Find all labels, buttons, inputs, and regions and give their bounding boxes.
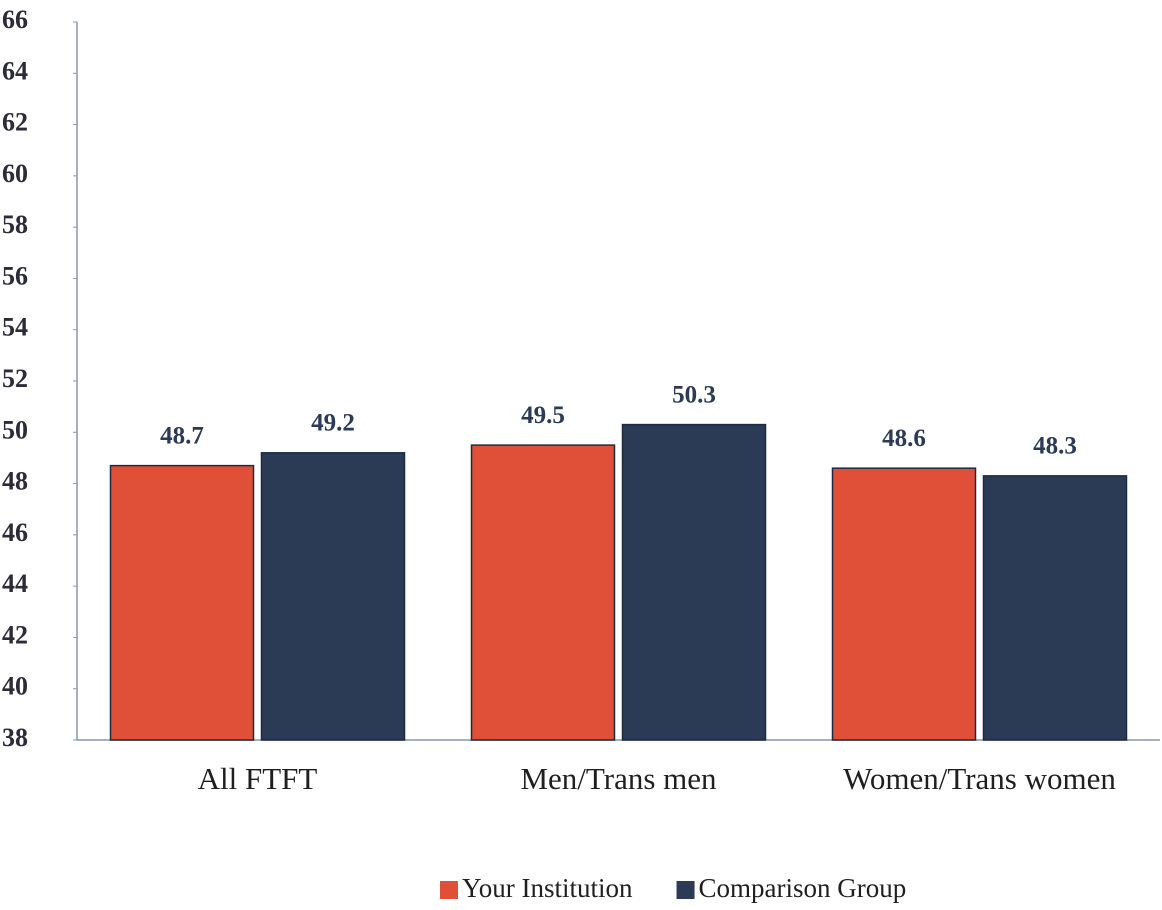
value-label: 49.5 — [521, 402, 565, 429]
y-tick-label: 52 — [2, 364, 28, 393]
x-tick-label: All FTFT — [198, 761, 318, 796]
value-label: 49.2 — [311, 410, 355, 437]
y-tick-label: 64 — [2, 56, 28, 85]
y-tick-label: 40 — [2, 672, 28, 701]
y-tick-label: 48 — [2, 467, 28, 496]
y-tick-label: 38 — [2, 723, 28, 752]
bar — [260, 452, 406, 741]
legend-swatch — [440, 881, 458, 899]
y-tick-label: 42 — [2, 620, 28, 649]
bar — [982, 475, 1128, 741]
y-tick-label: 66 — [2, 5, 28, 34]
value-label: 48.7 — [160, 422, 204, 449]
x-tick-label: Women/Trans women — [843, 761, 1116, 796]
legend-label: Your Institution — [462, 873, 633, 903]
value-label: 48.3 — [1033, 433, 1077, 460]
y-tick-label: 62 — [2, 108, 28, 137]
y-tick-label: 60 — [2, 159, 28, 188]
y-tick-label: 50 — [2, 415, 28, 444]
bar — [831, 467, 977, 741]
bar — [621, 423, 767, 741]
bar — [470, 444, 616, 741]
legend-swatch — [676, 881, 695, 899]
legend-label: Comparison Group — [699, 873, 907, 903]
x-tick-label: Men/Trans men — [520, 761, 717, 796]
value-label: 48.6 — [882, 425, 926, 452]
value-label: 50.3 — [672, 381, 716, 408]
bar — [109, 464, 255, 741]
y-tick-label: 46 — [2, 518, 28, 547]
y-tick-label: 54 — [2, 313, 28, 342]
y-tick-label: 58 — [2, 210, 28, 239]
y-tick-label: 44 — [2, 569, 28, 598]
y-tick-label: 56 — [2, 261, 28, 290]
